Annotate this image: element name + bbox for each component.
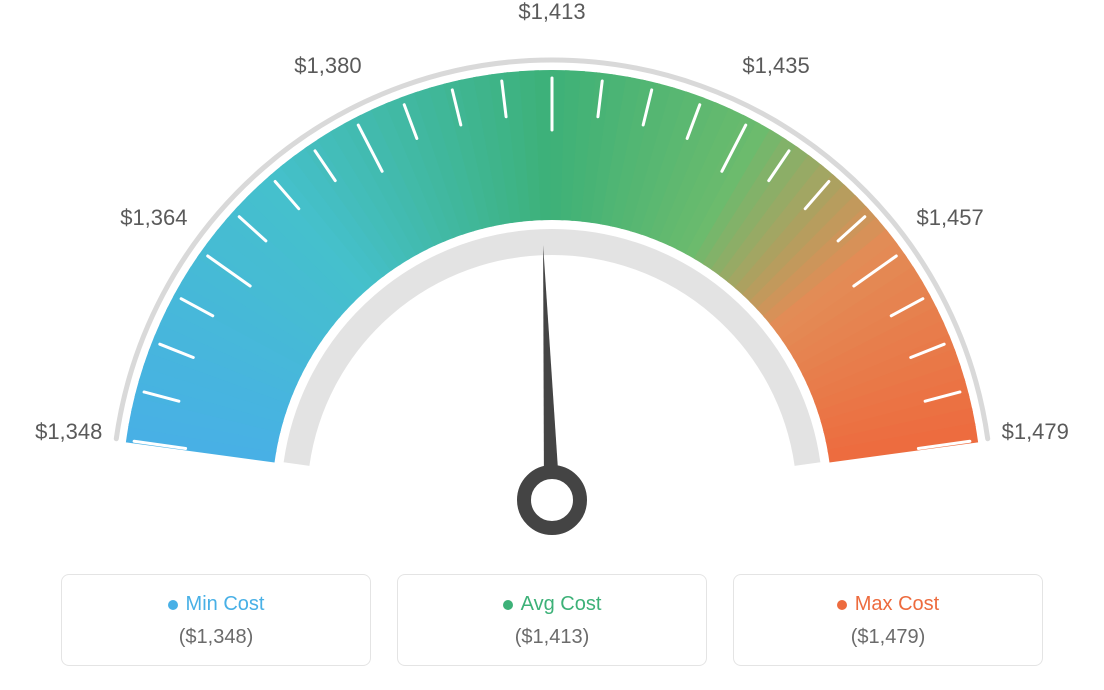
dot-icon — [168, 600, 178, 610]
legend-title-text: Min Cost — [186, 593, 265, 616]
legend-card-max: Max Cost ($1,479) — [733, 574, 1043, 666]
legend-title-text: Max Cost — [855, 593, 939, 616]
legend-card-min: Min Cost ($1,348) — [61, 574, 371, 666]
legend-card-avg: Avg Cost ($1,413) — [397, 574, 707, 666]
gauge-tick-label: $1,457 — [916, 205, 983, 231]
legend-row: Min Cost ($1,348) Avg Cost ($1,413) Max … — [0, 574, 1104, 666]
dot-icon — [503, 600, 513, 610]
gauge-tick-label: $1,435 — [742, 53, 809, 79]
legend-title-avg: Avg Cost — [503, 593, 602, 616]
legend-title-min: Min Cost — [168, 593, 265, 616]
legend-title-max: Max Cost — [837, 593, 939, 616]
gauge-tick-label: $1,413 — [518, 0, 585, 25]
legend-value-max: ($1,479) — [744, 626, 1032, 649]
gauge-tick-label: $1,364 — [120, 205, 187, 231]
gauge-container: $1,348 $1,364 $1,380 $1,413 $1,435 $1,457 $1,4… — [0, 0, 1104, 550]
gauge-svg — [0, 0, 1104, 560]
gauge-tick-label: $1,380 — [294, 53, 361, 79]
gauge-tick-label: $1,479 — [1002, 419, 1069, 445]
dot-icon — [837, 600, 847, 610]
legend-title-text: Avg Cost — [521, 593, 602, 616]
gauge-tick-label: $1,348 — [35, 419, 102, 445]
legend-value-min: ($1,348) — [72, 626, 360, 649]
legend-value-avg: ($1,413) — [408, 626, 696, 649]
